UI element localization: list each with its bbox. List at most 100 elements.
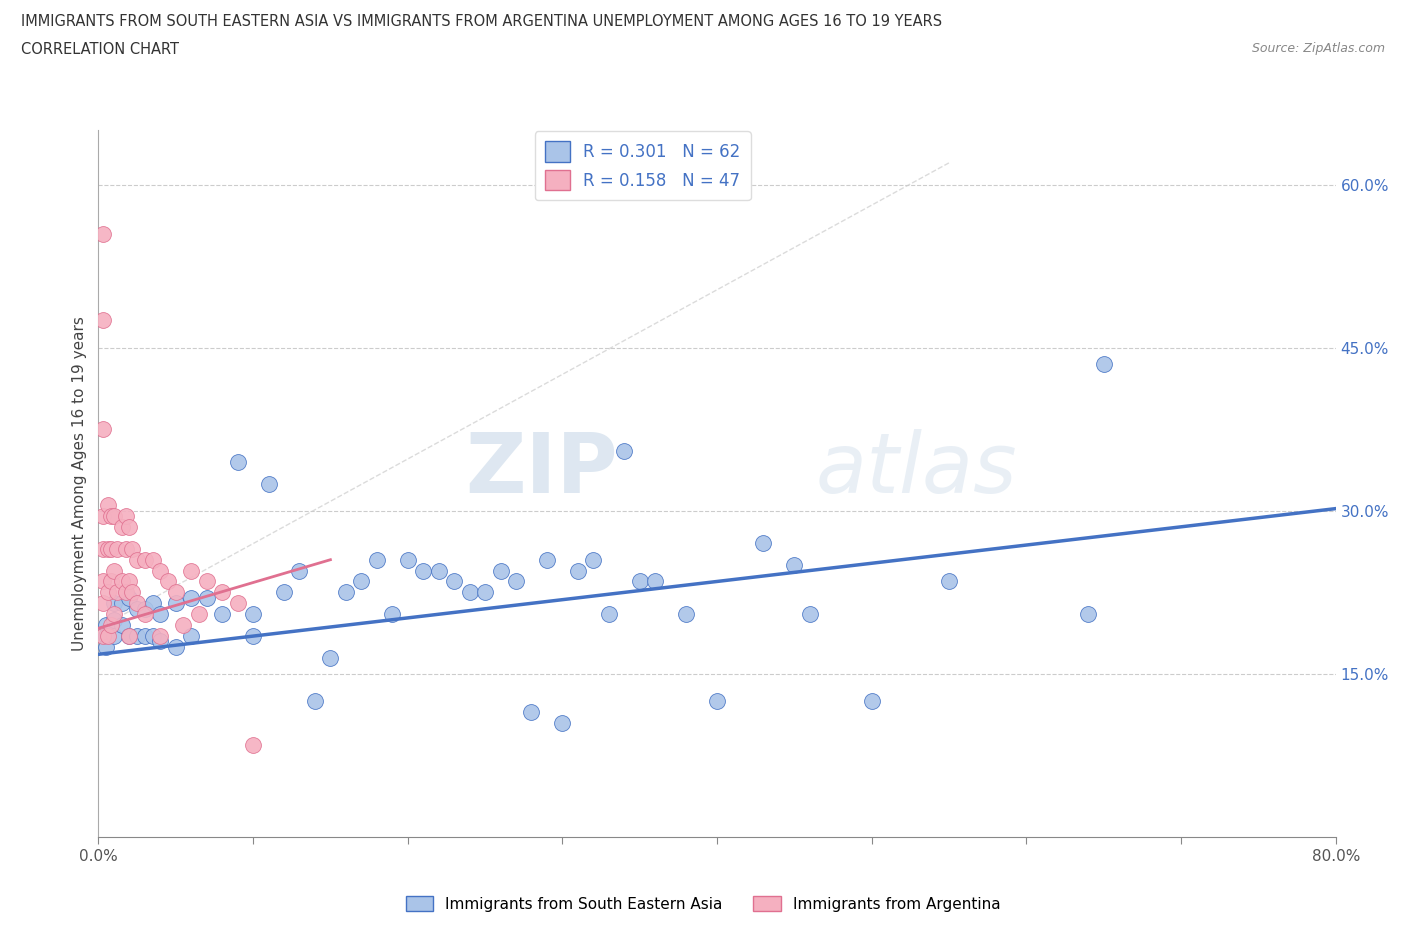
- Point: [118, 574, 141, 589]
- Point: [97, 541, 120, 556]
- Point: [242, 606, 264, 621]
- Point: [752, 536, 775, 551]
- Point: [121, 585, 143, 600]
- Point: [96, 618, 118, 632]
- Point: [180, 629, 202, 644]
- Point: [860, 694, 883, 709]
- Point: [195, 574, 218, 589]
- Point: [105, 585, 128, 600]
- Point: [134, 606, 156, 621]
- Point: [458, 585, 481, 600]
- Text: IMMIGRANTS FROM SOUTH EASTERN ASIA VS IMMIGRANTS FROM ARGENTINA UNEMPLOYMENT AMO: IMMIGRANTS FROM SOUTH EASTERN ASIA VS IM…: [21, 14, 942, 29]
- Point: [211, 585, 233, 600]
- Text: ZIP: ZIP: [465, 429, 619, 510]
- Point: [536, 552, 558, 567]
- Point: [149, 564, 172, 578]
- Point: [121, 541, 143, 556]
- Point: [103, 596, 125, 611]
- Point: [257, 476, 280, 491]
- Point: [134, 601, 156, 616]
- Point: [91, 574, 114, 589]
- Point: [103, 629, 125, 644]
- Y-axis label: Unemployment Among Ages 16 to 19 years: Unemployment Among Ages 16 to 19 years: [72, 316, 87, 651]
- Point: [96, 629, 118, 644]
- Point: [100, 574, 122, 589]
- Point: [180, 591, 202, 605]
- Point: [97, 629, 120, 644]
- Point: [165, 585, 187, 600]
- Point: [304, 694, 326, 709]
- Point: [127, 601, 149, 616]
- Point: [195, 591, 218, 605]
- Point: [783, 558, 806, 573]
- Point: [100, 509, 122, 524]
- Point: [273, 585, 295, 600]
- Point: [335, 585, 357, 600]
- Point: [91, 629, 114, 644]
- Legend: R = 0.301   N = 62, R = 0.158   N = 47: R = 0.301 N = 62, R = 0.158 N = 47: [536, 131, 751, 201]
- Point: [675, 606, 697, 621]
- Point: [97, 585, 120, 600]
- Point: [226, 596, 249, 611]
- Point: [443, 574, 465, 589]
- Point: [427, 564, 450, 578]
- Point: [105, 541, 128, 556]
- Point: [366, 552, 388, 567]
- Point: [96, 639, 118, 654]
- Point: [103, 509, 125, 524]
- Point: [505, 574, 527, 589]
- Point: [134, 552, 156, 567]
- Point: [582, 552, 605, 567]
- Point: [628, 574, 651, 589]
- Point: [149, 629, 172, 644]
- Point: [319, 650, 342, 665]
- Point: [118, 520, 141, 535]
- Point: [111, 618, 134, 632]
- Point: [97, 498, 120, 512]
- Point: [489, 564, 512, 578]
- Point: [551, 715, 574, 730]
- Point: [100, 618, 122, 632]
- Point: [127, 596, 149, 611]
- Point: [142, 552, 165, 567]
- Point: [474, 585, 496, 600]
- Point: [134, 629, 156, 644]
- Point: [173, 618, 195, 632]
- Point: [180, 564, 202, 578]
- Point: [396, 552, 419, 567]
- Point: [157, 574, 180, 589]
- Point: [188, 606, 211, 621]
- Point: [226, 455, 249, 470]
- Legend: Immigrants from South Eastern Asia, Immigrants from Argentina: Immigrants from South Eastern Asia, Immi…: [399, 889, 1007, 918]
- Point: [100, 541, 122, 556]
- Point: [111, 520, 134, 535]
- Point: [91, 596, 114, 611]
- Point: [115, 509, 138, 524]
- Text: atlas: atlas: [815, 429, 1018, 510]
- Point: [118, 629, 141, 644]
- Point: [149, 634, 172, 649]
- Point: [288, 564, 311, 578]
- Point: [91, 541, 114, 556]
- Point: [1092, 356, 1115, 371]
- Point: [598, 606, 620, 621]
- Point: [644, 574, 666, 589]
- Point: [799, 606, 821, 621]
- Point: [142, 596, 165, 611]
- Point: [111, 574, 134, 589]
- Point: [127, 552, 149, 567]
- Point: [103, 612, 125, 627]
- Text: Source: ZipAtlas.com: Source: ZipAtlas.com: [1251, 42, 1385, 55]
- Point: [242, 629, 264, 644]
- Point: [1077, 606, 1099, 621]
- Point: [165, 596, 187, 611]
- Point: [938, 574, 960, 589]
- Point: [91, 226, 114, 241]
- Point: [103, 606, 125, 621]
- Point: [115, 585, 138, 600]
- Point: [91, 509, 114, 524]
- Point: [103, 564, 125, 578]
- Point: [706, 694, 728, 709]
- Point: [111, 596, 134, 611]
- Point: [381, 606, 404, 621]
